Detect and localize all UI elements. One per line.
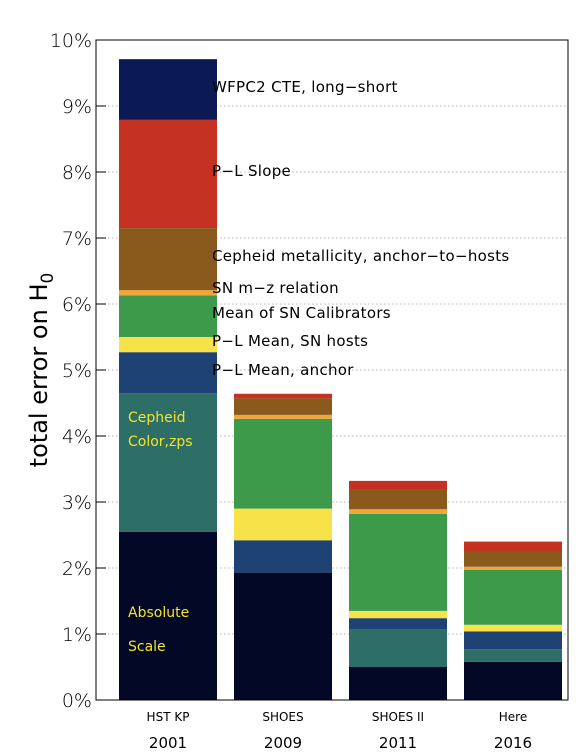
y-tick-label: 6%	[62, 294, 92, 316]
y-axis-ticks: 0% 1% 2% 3% 4% 5% 6% 7% 8% 9% 10%	[50, 30, 106, 712]
y-tick-label: 8%	[62, 162, 92, 184]
bar-segment-sn-m-z	[234, 414, 332, 419]
bar-segment-absolute-scale	[464, 661, 562, 700]
x-category-label: SHOES II	[372, 710, 424, 724]
y-tick-label: 4%	[62, 426, 92, 448]
y-tick-label: 0%	[62, 690, 92, 712]
bar-segment-cepheid-color-zps	[464, 649, 562, 662]
y-tick-label: 2%	[62, 558, 92, 580]
x-category-label: SHOES	[262, 710, 303, 724]
bar-segment-cepheid-color-zps	[349, 629, 447, 667]
bar-segment-pl-mean-sn-hosts	[464, 624, 562, 632]
bar-segment-sn-m-z	[349, 509, 447, 514]
annotation-label: P−L Mean, anchor	[212, 361, 354, 379]
x-year-label: 2001	[149, 734, 187, 752]
bar-segment-sn-m-z	[464, 566, 562, 570]
bar-segment-pl-slope	[349, 480, 447, 490]
annotation-label: Mean of SN Calibrators	[212, 304, 391, 322]
bar-segment-cepheid-metallicity	[464, 551, 562, 567]
annotation-label: P−L Mean, SN hosts	[212, 332, 368, 350]
bar-segment-cepheid-color-zps	[119, 393, 217, 532]
bar-segment-absolute-scale	[234, 572, 332, 700]
x-year-label: 2011	[379, 734, 417, 752]
bar-segment-wfpc2-cte	[119, 59, 217, 120]
bar-segment-cepheid-metallicity	[349, 489, 447, 510]
x-year-label: 2009	[264, 734, 302, 752]
bar-segment-pl-slope	[464, 541, 562, 552]
y-tick-label: 7%	[62, 228, 92, 250]
inner-bar-label: Scale	[128, 639, 166, 655]
bar-segment-pl-mean-sn-hosts	[234, 508, 332, 541]
annotation-label: P−L Slope	[212, 162, 291, 180]
bar-segment-absolute-scale	[119, 531, 217, 700]
bar-segment-mean-sn-calibrators	[119, 295, 217, 337]
bar-segment-pl-mean-anchor	[464, 631, 562, 650]
x-year-label: 2016	[494, 734, 532, 752]
y-tick-label: 9%	[62, 96, 92, 118]
bar-segment-mean-sn-calibrators	[349, 513, 447, 611]
bars	[119, 59, 562, 700]
bar-segment-cepheid-metallicity	[119, 228, 217, 291]
x-category-label: Here	[499, 710, 527, 724]
bar-segment-pl-slope	[234, 393, 332, 399]
bar-segment-sn-m-z	[119, 290, 217, 296]
bar-segment-absolute-scale	[349, 667, 447, 700]
y-tick-label: 5%	[62, 360, 92, 382]
bar-segment-pl-mean-anchor	[349, 618, 447, 630]
x-axis-labels: HST KP 2001 SHOES 2009 SHOES II 2011 Here 2016	[147, 710, 533, 752]
x-category-label: HST KP	[147, 710, 190, 724]
annotation-label: SN m−z relation	[212, 279, 339, 297]
bar-segment-pl-slope	[119, 119, 217, 229]
inner-bar-label: Absolute	[128, 605, 189, 621]
bar-segment-mean-sn-calibrators	[234, 418, 332, 509]
y-axis-label: total error on H0	[25, 273, 58, 468]
y-tick-label: 1%	[62, 624, 92, 646]
bar-segment-pl-mean-anchor	[234, 540, 332, 573]
annotation-label: Cepheid metallicity, anchor−to−hosts	[212, 247, 510, 265]
bar-segment-pl-mean-anchor	[119, 352, 217, 394]
y-tick-label: 3%	[62, 492, 92, 514]
bar-segment-pl-mean-sn-hosts	[349, 610, 447, 619]
bar-segment-mean-sn-calibrators	[464, 569, 562, 625]
bar-segment-cepheid-metallicity	[234, 398, 332, 415]
annotations: WFPC2 CTE, long−short P−L Slope Cepheid me…	[128, 78, 510, 655]
inner-bar-label: Color,zps	[128, 434, 193, 450]
bar-segment-pl-mean-sn-hosts	[119, 337, 217, 353]
y-tick-label: 10%	[50, 30, 92, 52]
inner-bar-label: Cepheid	[128, 410, 186, 426]
annotation-label: WFPC2 CTE, long−short	[212, 78, 398, 96]
